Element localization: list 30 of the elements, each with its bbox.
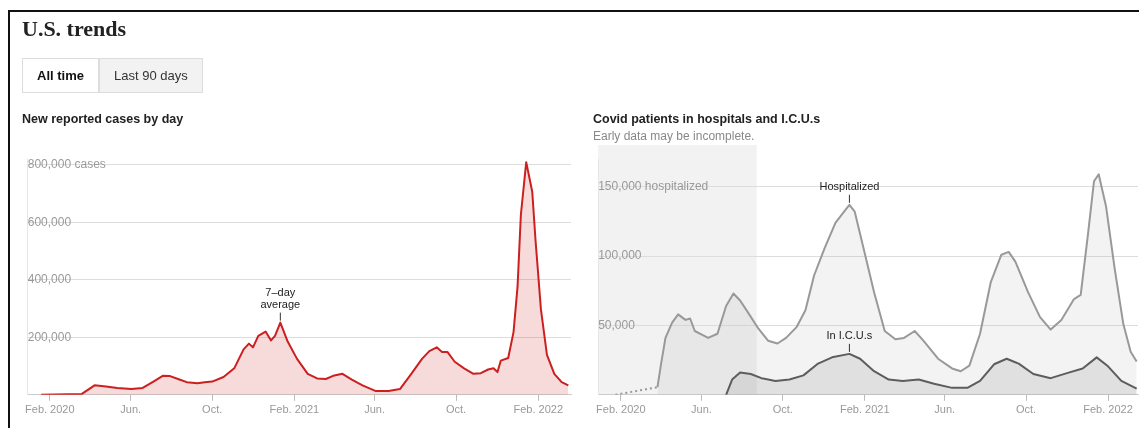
text: Last 90 days <box>98 58 203 93</box>
y-tick-label: 150,000 hospitalized <box>598 179 709 194</box>
x-tick-label: Jun. <box>934 403 956 416</box>
chart-title: Covid patients in hospitals and I.C.U.s <box>593 112 822 126</box>
x-tick-label: Jun. <box>364 403 385 416</box>
y-tick-label: 800,000 cases <box>27 157 106 172</box>
chart-title: New reported cases by day <box>22 112 185 126</box>
y-tick-label: 50,000 <box>598 317 636 332</box>
y-tick-label: 100,000 <box>598 248 642 263</box>
x-tick-label: Feb. 2020 <box>25 403 75 416</box>
x-tick-label: Oct. <box>1015 403 1037 416</box>
text: All time <box>22 58 99 93</box>
x-tick-label: Oct. <box>445 403 467 416</box>
x-tick-label: Feb. 2021 <box>269 403 320 416</box>
annotation: Hospitalized <box>819 180 880 193</box>
x-tick-label: Jun. <box>120 403 142 416</box>
x-tick-label: Oct. <box>772 403 793 416</box>
y-tick-label: 200,000 <box>27 329 72 344</box>
x-tick-label: Feb. 2021 <box>839 403 890 416</box>
x-tick-label: Feb. 2022 <box>1083 403 1133 416</box>
x-tick-label: Oct. <box>202 403 223 416</box>
annotation: In I.C.U.s <box>826 329 873 342</box>
y-tick-label: 400,000 <box>27 272 72 287</box>
x-tick-label: Jun. <box>691 403 712 416</box>
text: U.S. trends <box>22 16 127 42</box>
chart-subtitle: Early data may be incomplete. <box>593 129 756 143</box>
x-tick-label: Feb. 2020 <box>596 403 646 416</box>
annotation: 7–day average <box>260 286 301 311</box>
x-tick-label: Feb. 2022 <box>513 403 564 416</box>
y-tick-label: 600,000 <box>27 214 72 229</box>
